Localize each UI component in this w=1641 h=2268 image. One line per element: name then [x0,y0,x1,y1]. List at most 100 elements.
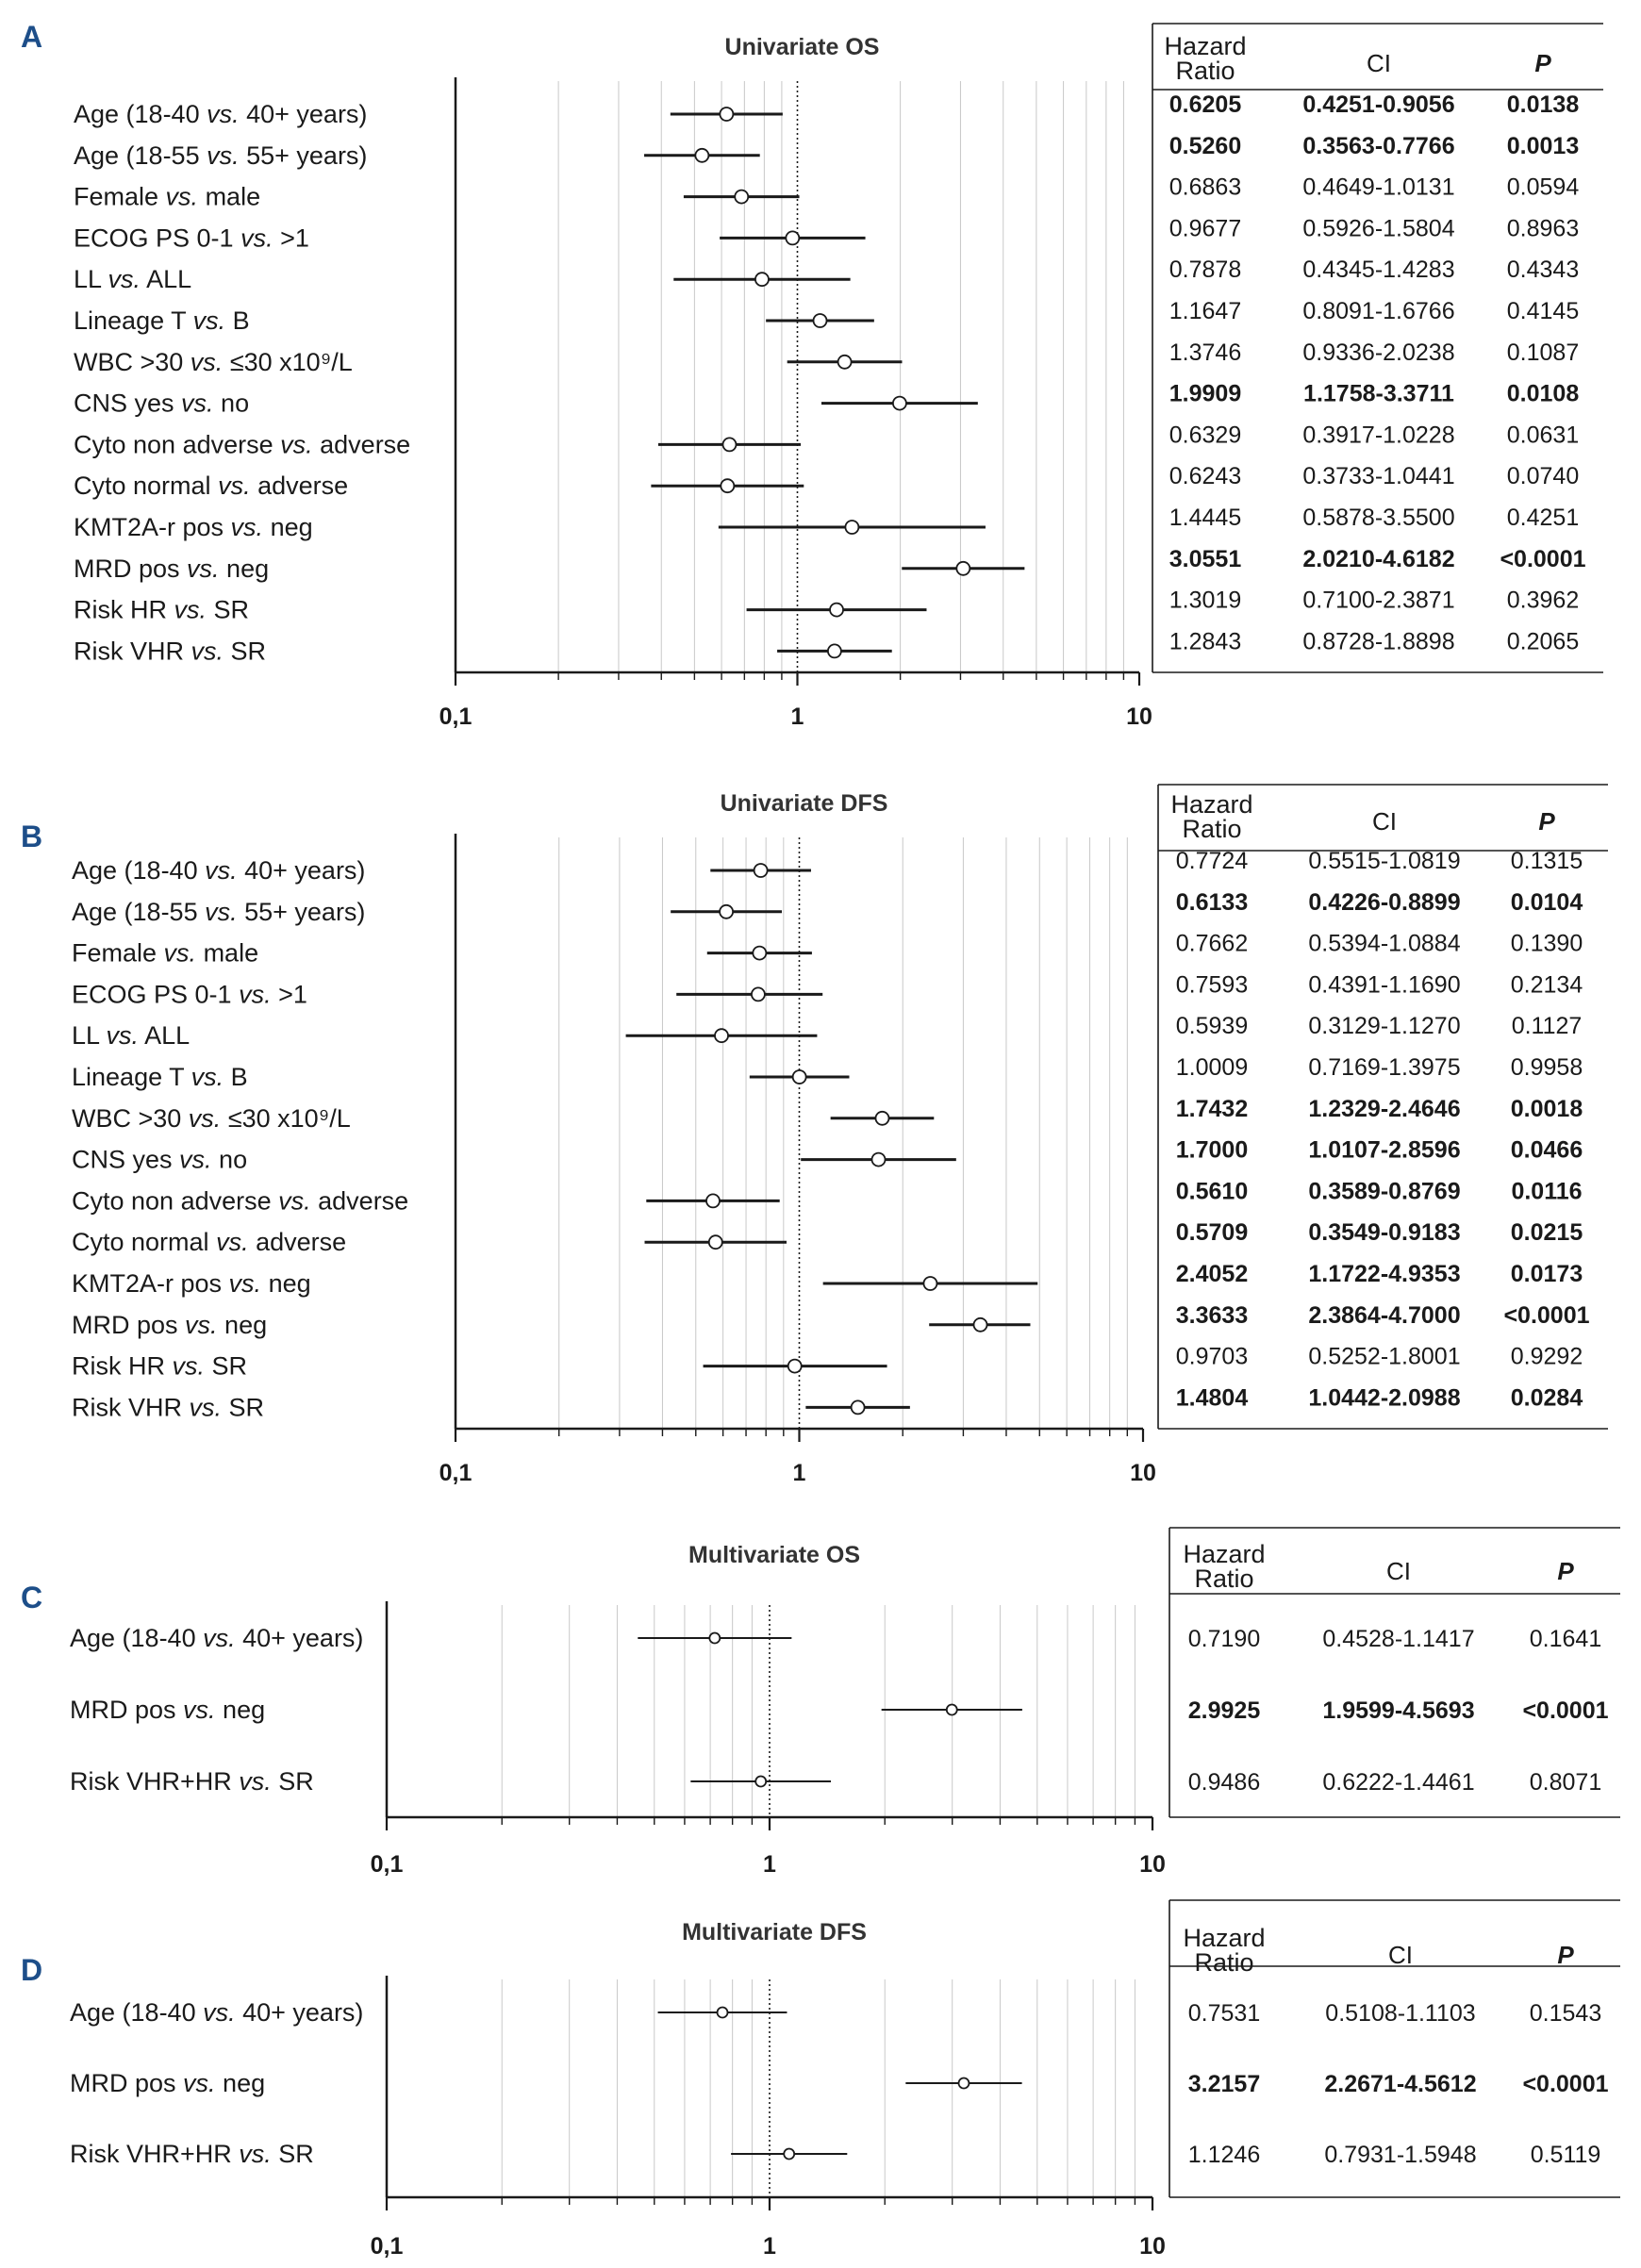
row-label: Risk VHR+HR vs. SR [70,2140,314,2168]
chart-title: Univariate DFS [721,790,888,817]
header-ratio: Ratio [1175,57,1235,85]
cell-hazard-ratio: 3.2157 [1188,2071,1260,2097]
cell-hazard-ratio: 1.2843 [1169,628,1241,654]
header-ratio: Ratio [1182,815,1241,843]
chart-title: Multivariate DFS [682,1919,867,1945]
cell-hazard-ratio: 1.0009 [1176,1054,1248,1081]
cell-hazard-ratio: 1.4445 [1169,505,1241,531]
forest-row: Age (18-40 vs. 40+ years) 0.7724 0.5515-1.… [72,848,1583,885]
hr-point [705,1193,721,1209]
header-ratio: Ratio [1194,1948,1253,1977]
cell-p-value: 0.0631 [1507,422,1579,448]
hr-point [957,2077,970,2090]
row-label: Age (18-40 vs. 40+ years) [70,1624,363,1652]
cell-ci: 0.4345-1.4283 [1302,257,1454,283]
cell-p-value: 0.3962 [1507,588,1579,614]
hr-point [791,1069,807,1084]
row-label: MRD pos vs. neg [74,555,269,583]
cell-p-value: 0.8071 [1530,1769,1601,1796]
hr-point [721,437,738,453]
forest-row: Risk VHR vs. SR 1.4804 1.0442-2.0988 0.0284 [72,1384,1583,1421]
x-axis-ticks: 0,1 1 10 [439,672,1152,730]
row-label: MRD pos vs. neg [70,1696,265,1724]
forest-row: Cyto non adverse vs. adverse 0.6329 0.3917… [74,422,1579,458]
cell-ci: 0.4226-0.8899 [1308,889,1460,916]
cell-hazard-ratio: 1.3019 [1169,588,1241,614]
forest-row: ECOG PS 0-1 vs. >1 0.9677 0.5926-1.5804 0.8… [74,215,1579,252]
cell-p-value: 0.4145 [1507,298,1579,324]
cell-ci: 0.5515-1.0819 [1308,848,1460,874]
cell-ci: 1.0442-2.0988 [1308,1384,1460,1411]
cell-ci: 1.1722-4.9353 [1308,1261,1460,1287]
header-p: P [1557,1941,1574,1969]
header-hazard: Hazard [1164,32,1246,60]
x-tick-label: 10 [1126,704,1152,730]
cell-ci: 1.1758-3.3711 [1303,381,1454,407]
cell-p-value: 0.0018 [1511,1096,1583,1122]
row-label: Age (18-40 vs. 40+ years) [74,100,367,128]
header-ci: CI [1386,1557,1411,1585]
row-label: Age (18-55 vs. 55+ years) [74,141,367,170]
x-tick-label: 0,1 [371,2233,404,2260]
hr-point [844,520,860,535]
cell-p-value: 0.9958 [1511,1054,1583,1081]
hr-point [719,107,735,122]
cell-p-value: 0.4251 [1507,505,1579,531]
row-label: Female vs. male [72,939,258,968]
x-tick-label: 10 [1139,1851,1166,1878]
row-label: Age (18-40 vs. 40+ years) [70,1998,363,2027]
forest-row: MRD pos vs. neg 3.0551 2.0210-4.6182 <0.000… [74,546,1586,583]
hr-point [892,395,907,411]
cell-p-value: 0.1127 [1512,1013,1583,1039]
cell-p-value: 0.1390 [1511,931,1583,957]
x-tick-label: 10 [1139,2233,1166,2260]
cell-ci: 0.5926-1.5804 [1302,215,1454,241]
x-tick-label: 1 [763,1851,776,1878]
row-label: CNS yes vs. no [74,389,249,418]
cell-ci: 0.3917-1.0228 [1302,422,1454,448]
cell-ci: 0.3563-0.7766 [1302,133,1454,159]
cell-hazard-ratio: 1.9909 [1169,381,1241,407]
hr-point [707,1234,723,1250]
hr-point [754,272,770,288]
cell-ci: 0.4528-1.1417 [1322,1626,1474,1652]
cell-p-value: 0.0138 [1507,91,1580,118]
gridlines [501,1979,1135,2197]
row-label: Lineage T vs. B [74,306,250,335]
row-label: LL vs. ALL [74,265,191,293]
forest-row: Female vs. male 0.7662 0.5394-1.0884 0.1390 [72,931,1583,968]
header-ratio: Ratio [1194,1564,1253,1593]
cell-p-value: <0.0001 [1500,546,1585,572]
cell-hazard-ratio: 0.7593 [1176,971,1248,998]
row-label: CNS yes vs. no [72,1146,247,1174]
cell-p-value: <0.0001 [1522,2071,1608,2097]
header-ci: CI [1388,1941,1413,1969]
cell-p-value: 0.0116 [1511,1178,1582,1204]
row-label: Age (18-55 vs. 55+ years) [72,898,365,926]
forest-row: LL vs. ALL 0.5939 0.3129-1.1270 0.1127 [72,1013,1582,1050]
cell-ci: 0.7169-1.3975 [1308,1054,1460,1081]
row-label: Female vs. male [74,183,260,211]
hr-point [812,313,828,328]
cell-p-value: 0.0108 [1507,381,1580,407]
cell-hazard-ratio: 0.7662 [1176,931,1248,957]
hr-point [826,643,842,659]
cell-hazard-ratio: 0.6329 [1169,422,1241,448]
cell-ci: 2.2671-4.5612 [1324,2071,1476,2097]
cell-ci: 0.5108-1.1103 [1325,2000,1475,2027]
row-label: Risk VHR vs. SR [74,637,266,665]
chart-title: Univariate OS [725,34,880,60]
panel-letter: A [21,20,42,54]
cell-hazard-ratio: 0.9486 [1188,1769,1260,1796]
cell-ci: 0.4649-1.0131 [1302,174,1454,201]
header-ci: CI [1372,807,1397,836]
cell-hazard-ratio: 3.3633 [1176,1302,1248,1329]
hr-point [720,478,736,494]
x-axis-ticks: 0,1 1 10 [371,1817,1166,1878]
row-label: Age (18-40 vs. 40+ years) [72,856,365,885]
